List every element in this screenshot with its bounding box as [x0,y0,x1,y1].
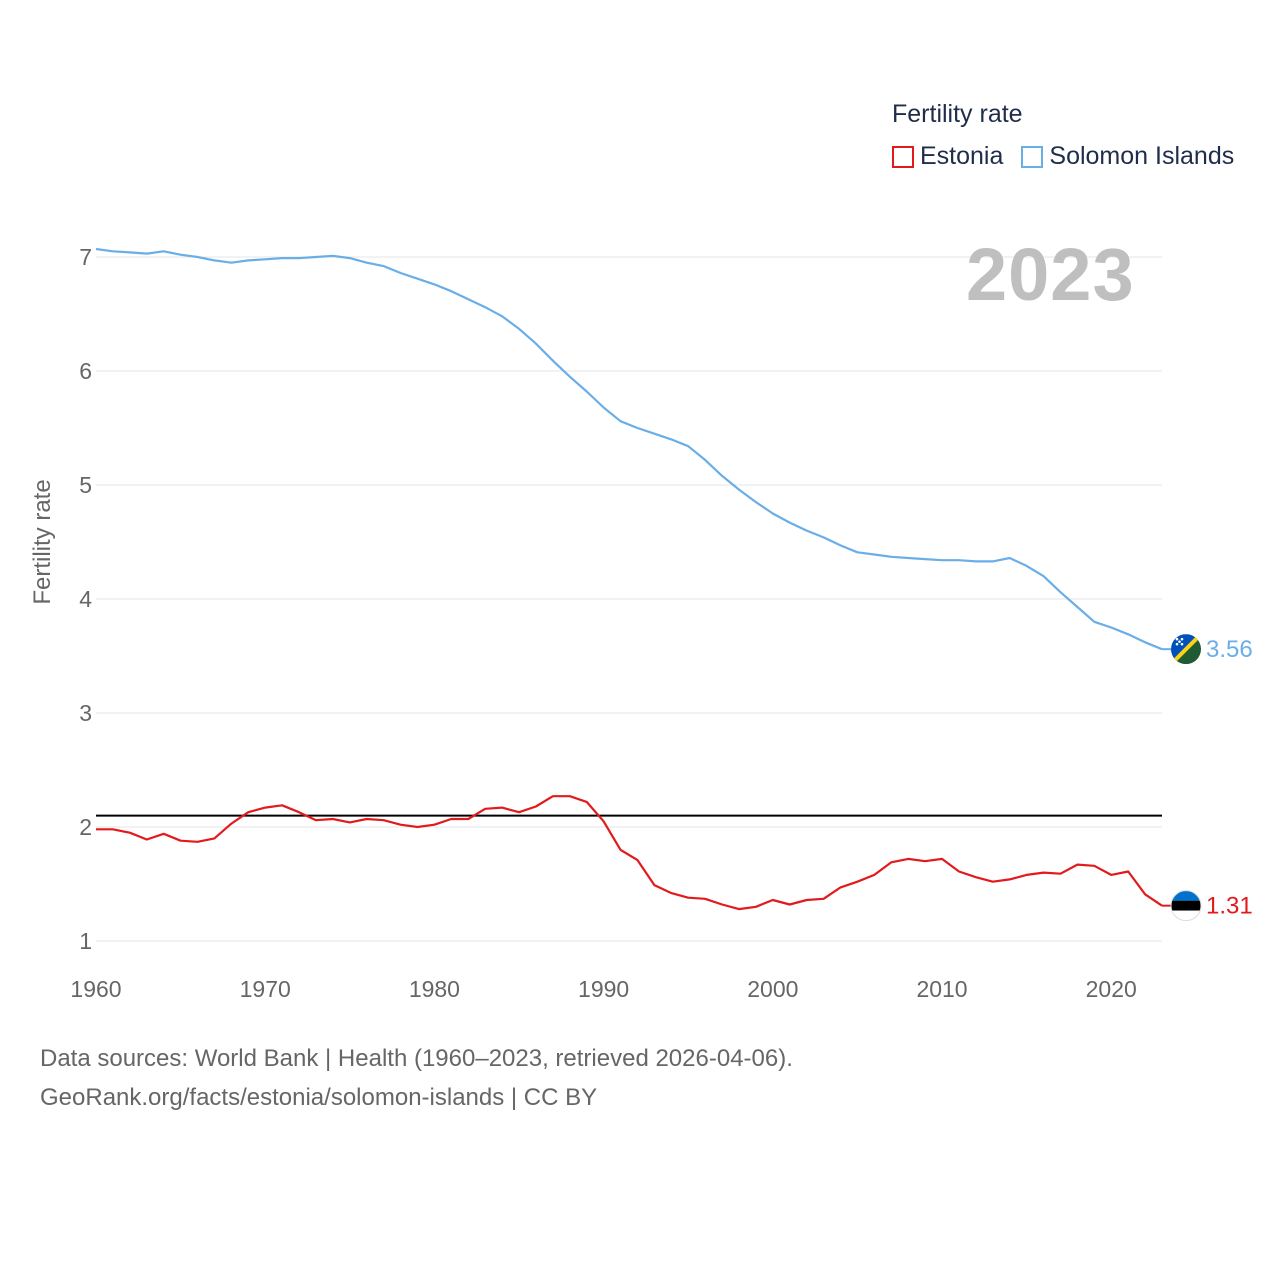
y-tick-label: 1 [79,928,92,954]
x-tick-label: 1960 [70,976,121,1002]
legend-item-solomon-islands[interactable]: Solomon Islands [1021,142,1234,171]
x-tick-label: 2020 [1086,976,1137,1002]
data-source-note: Data sources: World Bank | Health (1960–… [40,1045,793,1072]
year-label: 2023 [966,233,1135,316]
legend-label-solomon-islands: Solomon Islands [1049,142,1235,170]
y-tick-label: 7 [79,244,92,270]
y-axis-title: Fertility rate [29,479,56,604]
legend-title: Fertility rate [892,100,1023,128]
series-line-solomon-islands[interactable] [95,247,1163,651]
legend: Estonia Solomon Islands [892,142,1252,171]
x-tick-label: 1980 [409,976,460,1002]
series-line-estonia[interactable] [96,795,1163,911]
end-value-label-solomon-islands: 3.56 [1206,636,1253,663]
series-lines [95,247,1163,911]
attribution-link[interactable]: GeoRank.org/facts/estonia/solomon-island… [40,1084,598,1111]
y-tick-label: 2 [79,814,92,840]
x-tick-label: 1990 [578,976,629,1002]
legend-swatch-solomon-islands [1021,145,1044,168]
y-tick-label: 6 [79,358,92,384]
legend-swatch-estonia [892,145,914,168]
x-axis-ticks: 1960 1970 1980 1990 2000 2010 2020 [70,976,1136,1002]
y-tick-label: 4 [79,586,92,612]
series-end-markers: 1.31 3.56 [1162,634,1253,922]
x-tick-label: 1970 [240,976,291,1002]
legend-label-estonia: Estonia [920,142,1004,170]
y-tick-label: 5 [79,472,92,498]
y-axis-ticks: 1 2 3 4 5 6 7 [79,244,92,954]
solomon-islands-flag-icon [1171,634,1201,665]
gridlines [96,256,1162,942]
x-tick-label: 2010 [916,976,967,1002]
legend-item-estonia[interactable]: Estonia [892,142,1003,171]
y-tick-label: 3 [79,700,92,726]
x-tick-label: 2000 [747,976,798,1002]
end-value-label-estonia: 1.31 [1206,893,1253,920]
estonia-flag-icon [1171,890,1201,921]
